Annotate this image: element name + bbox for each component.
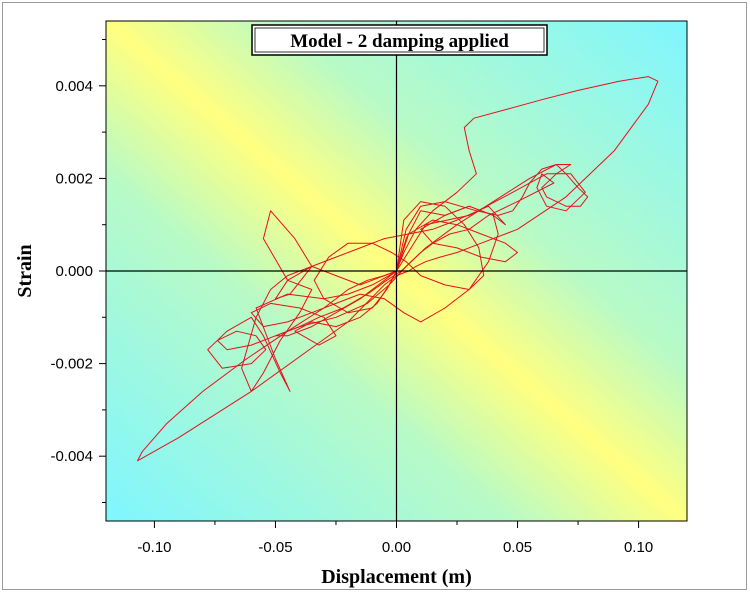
series-line-1: [137, 76, 659, 462]
series-line-3: [241, 205, 506, 392]
x-axis-label: Displacement (m): [321, 566, 472, 588]
chart-title: Model - 2 damping applied: [290, 31, 509, 52]
y-tick-label: -0.004: [50, 448, 93, 465]
y-tick-label: 0.004: [55, 78, 93, 95]
x-tick-label: 0.00: [382, 539, 411, 556]
series-line-6: [313, 201, 485, 314]
x-tick-label: -0.10: [137, 539, 171, 556]
y-axis-label: Strain: [14, 244, 36, 297]
series-line-2: [207, 173, 586, 392]
chart: -0.10 -0.05 0.00 0.05 0.10 -0.004 -0.002 0.000…: [14, 20, 688, 588]
data-curves: [137, 76, 659, 462]
x-tick-label: 0.05: [503, 539, 532, 556]
x-tick-label: -0.05: [258, 539, 292, 556]
x-tick-label: 0.10: [624, 539, 653, 556]
y-tick-label: 0.000: [55, 263, 93, 280]
y-axis: -0.004 -0.002 0.000 0.002 0.004: [50, 39, 106, 503]
series-line-5: [275, 164, 589, 337]
series-line-4: [250, 205, 518, 346]
zero-lines: [106, 21, 687, 521]
x-axis: -0.10 -0.05 0.00 0.05 0.10: [137, 521, 653, 556]
y-tick-label: 0.002: [55, 170, 93, 187]
y-tick-label: -0.002: [50, 356, 93, 373]
title-box: Model - 2 damping applied: [251, 24, 548, 56]
